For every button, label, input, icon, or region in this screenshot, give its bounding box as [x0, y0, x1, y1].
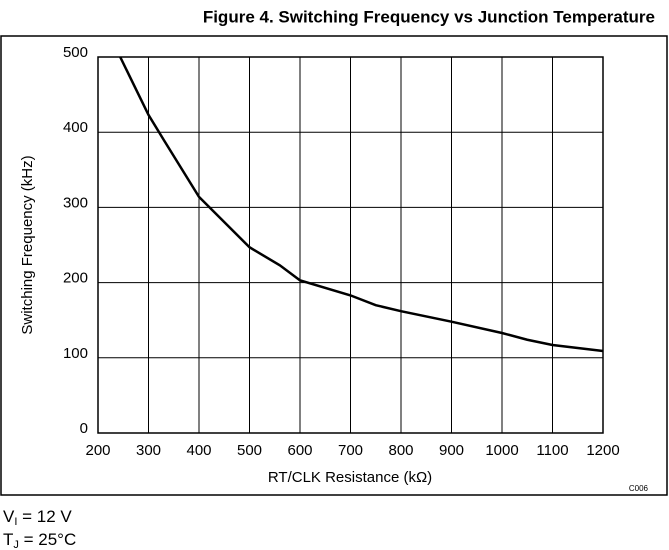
- plot-frame: [97, 56, 604, 434]
- note-subscript: J: [13, 539, 19, 550]
- note-subscript: I: [14, 516, 17, 528]
- figure-frame: [0, 35, 668, 496]
- y-tick-label: 100: [63, 345, 88, 362]
- x-axis-label: RT/CLK Resistance (kΩ): [268, 469, 432, 486]
- x-tick-label: 600: [287, 442, 312, 459]
- x-tick-label: 700: [338, 442, 363, 459]
- chart-title: Figure 4. Switching Frequency vs Junctio…: [203, 7, 655, 26]
- x-tick-label: 1200: [586, 442, 619, 459]
- x-tick-label: 400: [186, 442, 211, 459]
- note-symbol: V: [3, 507, 15, 526]
- y-tick-label: 200: [63, 270, 88, 287]
- note-value: = 25°C: [19, 530, 76, 549]
- y-tick-label: 0: [80, 420, 88, 437]
- curve: [119, 56, 604, 353]
- x-tick-label: 900: [439, 442, 464, 459]
- y-tick-label: 400: [63, 119, 88, 136]
- y-tick-label: 300: [63, 194, 88, 211]
- x-tick-label: 1000: [485, 442, 518, 459]
- figure-code: C006: [629, 484, 649, 493]
- x-tick-label: 500: [237, 442, 262, 459]
- x-tick-label: 1100: [536, 442, 568, 459]
- y-axis-label: Switching Frequency (kHz): [19, 155, 36, 334]
- x-tick-label: 300: [136, 442, 161, 459]
- x-tick-label: 800: [388, 442, 413, 459]
- y-tick-label: 500: [63, 44, 88, 61]
- x-tick-label: 200: [85, 442, 110, 459]
- condition-note: TJ = 25°C: [3, 530, 76, 550]
- note-value: = 12 V: [17, 507, 72, 526]
- condition-note: VI = 12 V: [3, 507, 72, 527]
- note-symbol: T: [3, 530, 13, 549]
